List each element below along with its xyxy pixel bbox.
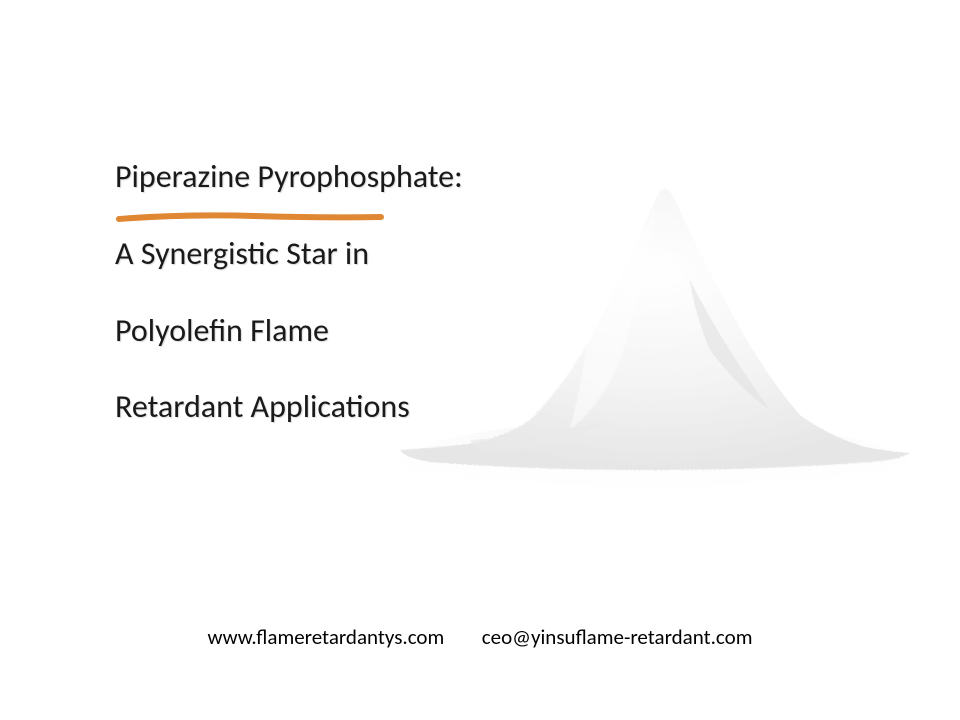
- title-line-2: A Synergistic Star in: [115, 232, 635, 277]
- title-line-4: Retardant Applications: [115, 385, 635, 430]
- slide-container: Piperazine Pyrophosphate: A Synergistic …: [0, 0, 960, 720]
- title-block: Piperazine Pyrophosphate: A Synergistic …: [115, 155, 635, 462]
- title-line-1: Piperazine Pyrophosphate:: [115, 155, 635, 200]
- footer-url: www.flameretardantys.com: [208, 624, 445, 650]
- title-underline: [115, 210, 385, 226]
- footer-email: ceo@yinsuflame-retardant.com: [482, 624, 753, 650]
- title-line-3: Polyolefin Flame: [115, 309, 635, 354]
- footer: www.flameretardantys.com ceo@yinsuflame-…: [0, 624, 960, 650]
